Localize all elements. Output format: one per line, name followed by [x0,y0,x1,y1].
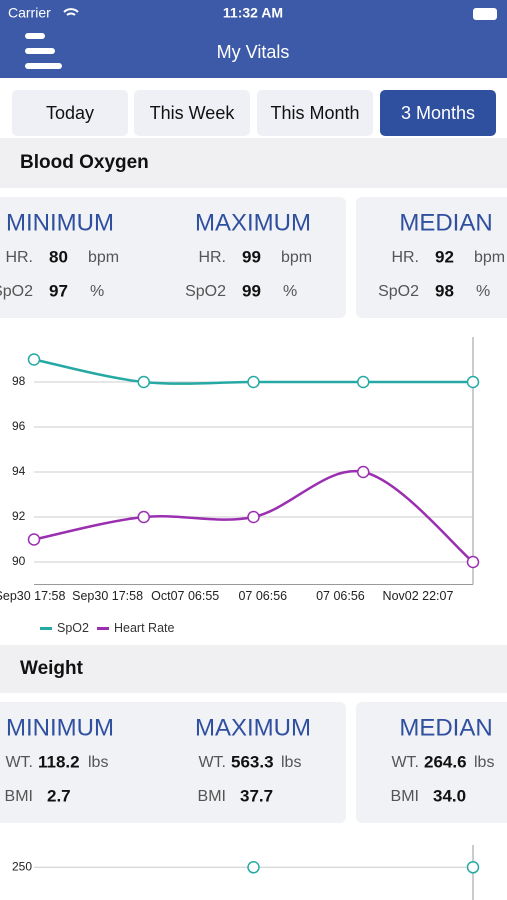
stat-label: HR. [391,249,419,266]
card-title: MAXIMUM [195,714,311,741]
x-tick-label: 07 06:56 [238,589,287,603]
stat-card [162,702,346,823]
tab-label: Today [46,103,94,123]
y-tick-label: 98 [12,374,26,388]
stat-value: 80 [49,247,68,266]
stat-value: 563.3 [231,752,274,771]
tab-label: This Week [150,103,236,123]
tab-label: This Month [270,103,359,123]
stat-label: WT. [198,754,226,771]
data-point [247,375,260,389]
stat-value: 264.6 [424,752,467,771]
stat-unit: lbs [474,754,494,771]
data-point [247,510,260,524]
nav-title: My Vitals [217,42,290,62]
y-tick-label: 96 [12,419,26,433]
data-point [357,465,370,479]
x-tick-label: Oct07 06:55 [151,589,219,603]
stat-unit: bpm [88,249,119,266]
y-tick-label: 90 [12,554,26,568]
stat-value: 118.2 [38,752,80,771]
y-tick-label: 250 [12,859,32,873]
tab[interactable] [257,90,373,136]
data-point [27,533,41,546]
stat-card [162,197,346,318]
stat-label: HR. [198,249,226,266]
tab[interactable] [12,90,128,136]
stat-label: BMI [198,788,226,805]
stat-card [0,702,172,823]
stat-value: 2.7 [47,786,71,805]
card-title: MINIMUM [6,209,114,236]
stat-unit: lbs [88,754,108,771]
carrier: Carrier [8,5,51,21]
tab[interactable] [380,90,496,136]
tab-label: 3 Months [401,103,475,123]
stat-value: 34.0 [433,786,466,805]
stat-card [356,197,507,318]
legend-label: Heart Rate [114,621,174,635]
stat-unit: % [476,283,490,300]
stat-value: 99 [242,281,261,300]
stat-label: HR. [5,249,33,266]
y-tick-label: 94 [12,464,26,478]
tab[interactable] [134,90,250,136]
section-title: Weight [20,658,84,679]
legend-label: SpO2 [57,621,89,635]
stat-card [0,197,172,318]
stat-unit: bpm [474,249,505,266]
x-tick-label: Sep30 17:58 [0,589,65,603]
stat-card [356,702,507,823]
stat-label: BMI [5,788,33,805]
x-tick-label: Nov02 22:07 [383,589,454,603]
section-title: Blood Oxygen [20,152,149,173]
wifi-icon [63,8,79,16]
card-title: MEDIAN [399,209,492,236]
x-tick-label: Sep30 17:58 [72,589,143,603]
data-point [137,375,150,389]
menu-bar [25,33,45,39]
clock: 11:32 AM [223,5,283,21]
stat-label: SpO2 [0,283,33,300]
data-point [466,555,480,569]
stat-value: 37.7 [240,786,273,805]
stat-value: 98 [435,281,454,300]
stat-value: 92 [435,247,454,266]
stat-unit: bpm [281,249,312,266]
menu-bar [25,63,62,69]
stat-label: WT. [5,754,33,771]
data-point [466,375,480,389]
card-title: MEDIAN [399,714,492,741]
x-tick-label: 07 06:56 [316,589,365,603]
data-point [137,510,150,524]
stat-unit: % [90,283,104,300]
stat-label: BMI [391,788,419,805]
stat-value: 99 [242,247,261,266]
data-point [27,353,41,366]
battery-icon [473,8,497,20]
stat-label: SpO2 [185,283,226,300]
card-title: MAXIMUM [195,209,311,236]
header-bg [0,0,507,78]
data-point [247,861,260,874]
stat-value: 97 [49,281,68,300]
stat-unit: lbs [281,754,301,771]
stat-label: WT. [391,754,419,771]
menu-bar [25,48,55,54]
stat-unit: % [283,283,297,300]
data-point [466,861,480,874]
y-tick-label: 92 [12,509,26,523]
menu-button[interactable] [25,33,62,69]
card-title: MINIMUM [6,714,114,741]
section-header [0,645,507,693]
stat-label: SpO2 [378,283,419,300]
section-header [0,138,507,188]
data-point [357,375,370,389]
